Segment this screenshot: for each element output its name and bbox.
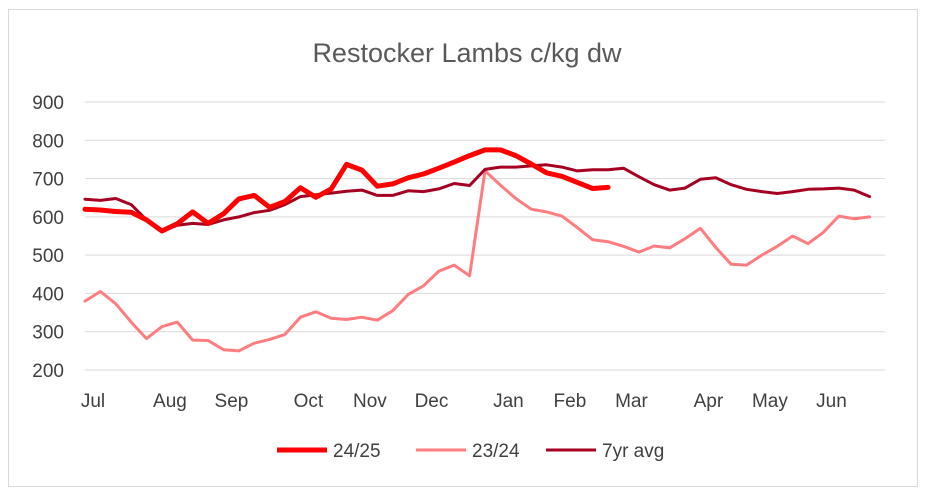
y-tick-label: 700 (32, 170, 64, 191)
series-line-7yr-avg (83, 163, 872, 232)
gridlines (85, 101, 885, 371)
x-tick-label: Sep (215, 391, 249, 412)
y-tick-label: 300 (32, 323, 64, 344)
x-tick-label: May (752, 391, 788, 412)
x-tick-label: Oct (294, 391, 324, 412)
y-tick-label: 900 (32, 93, 64, 114)
y-axis-tick-labels: 900 800 700 600 500 400 300 200 (32, 93, 64, 382)
legend: 24/25 23/24 7yr avg (277, 441, 664, 462)
y-tick-label: 600 (32, 208, 64, 229)
x-tick-label: Feb (554, 391, 587, 412)
x-tick-label: Mar (615, 391, 648, 412)
x-tick-label: Aug (153, 391, 187, 412)
y-tick-label: 500 (32, 246, 64, 267)
x-tick-label: Jul (81, 391, 105, 412)
x-tick-label: Nov (353, 391, 387, 412)
legend-label: 23/24 (472, 441, 520, 462)
chart-svg: Restocker Lambs c/kg dw 900 800 700 600 500 4… (32, 38, 885, 462)
series-lines (82, 147, 872, 353)
y-tick-label: 200 (32, 361, 64, 382)
legend-label: 7yr avg (602, 441, 664, 462)
series-line-24-25 (82, 147, 611, 234)
chart-title: Restocker Lambs c/kg dw (312, 38, 622, 68)
x-tick-label: Jun (816, 391, 847, 412)
x-tick-label: Apr (694, 391, 724, 412)
x-tick-label: Jan (493, 391, 524, 412)
x-axis-tick-labels: Jul Aug Sep Oct Nov Dec Jan Feb Mar Apr May Jun (81, 391, 847, 412)
series-line-23-24 (83, 169, 872, 353)
legend-label: 24/25 (333, 441, 381, 462)
y-tick-label: 800 (32, 131, 64, 152)
x-tick-label: Dec (415, 391, 449, 412)
y-tick-label: 400 (32, 284, 64, 305)
chart-frame: Restocker Lambs c/kg dw 900 800 700 600 500 4… (8, 9, 918, 487)
